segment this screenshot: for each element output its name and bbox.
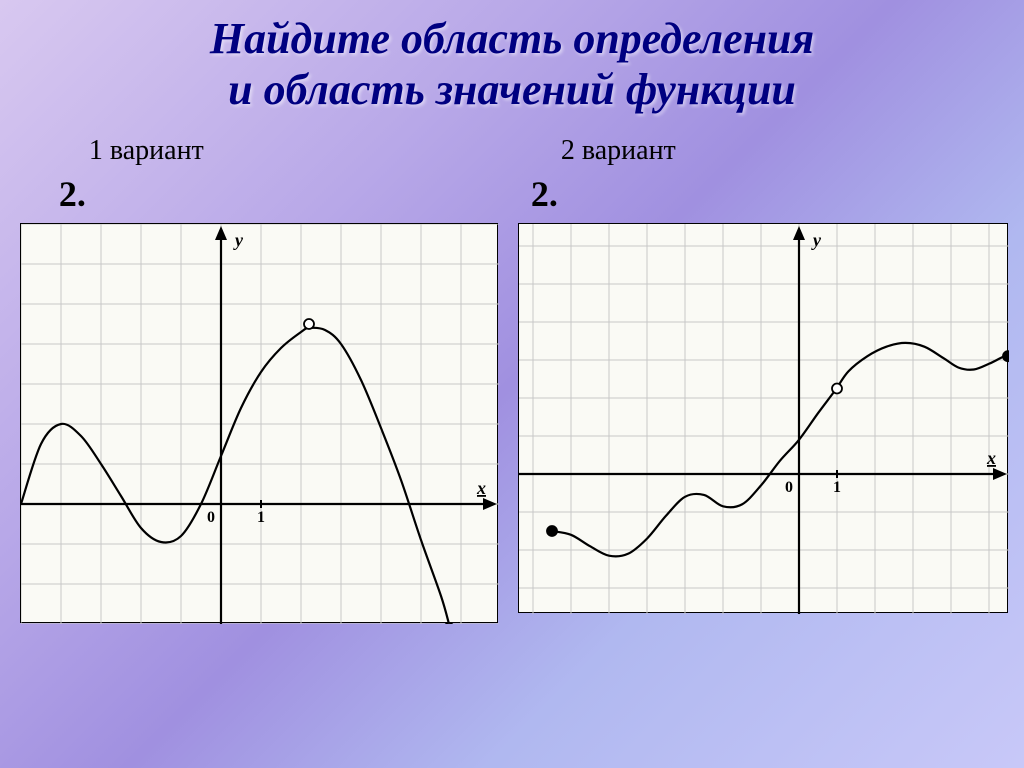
svg-text:0: 0 bbox=[207, 509, 215, 526]
problem-number-2: 2. bbox=[531, 173, 965, 215]
svg-text:x: x bbox=[986, 448, 996, 468]
charts-row: y x 0 1 y x 0 1 bbox=[0, 215, 1024, 623]
svg-text:y: y bbox=[233, 230, 244, 250]
variant-1-label: 1 вариант bbox=[59, 135, 493, 167]
chart-2-svg: y x 0 1 bbox=[519, 224, 1009, 614]
title-line-2: и область значений функции bbox=[24, 65, 1000, 116]
svg-text:x: x bbox=[476, 478, 486, 498]
variants-row: 1 вариант 2. 2 вариант 2. bbox=[0, 115, 1024, 215]
variant-2-label: 2 вариант bbox=[531, 135, 965, 167]
chart-2-box: y x 0 1 bbox=[518, 223, 1008, 613]
problem-number-1: 2. bbox=[59, 173, 493, 215]
variant-2-col: 2 вариант 2. bbox=[531, 135, 965, 215]
variant-1-col: 1 вариант 2. bbox=[59, 135, 493, 215]
svg-text:1: 1 bbox=[257, 509, 265, 526]
chart-1-svg: y x 0 1 bbox=[21, 224, 499, 624]
svg-text:y: y bbox=[811, 230, 822, 250]
title-line-1: Найдите область определения bbox=[24, 14, 1000, 65]
page-title: Найдите область определения и область зн… bbox=[0, 0, 1024, 115]
chart-1-box: y x 0 1 bbox=[20, 223, 498, 623]
svg-text:0: 0 bbox=[785, 479, 793, 496]
svg-text:1: 1 bbox=[833, 479, 841, 496]
